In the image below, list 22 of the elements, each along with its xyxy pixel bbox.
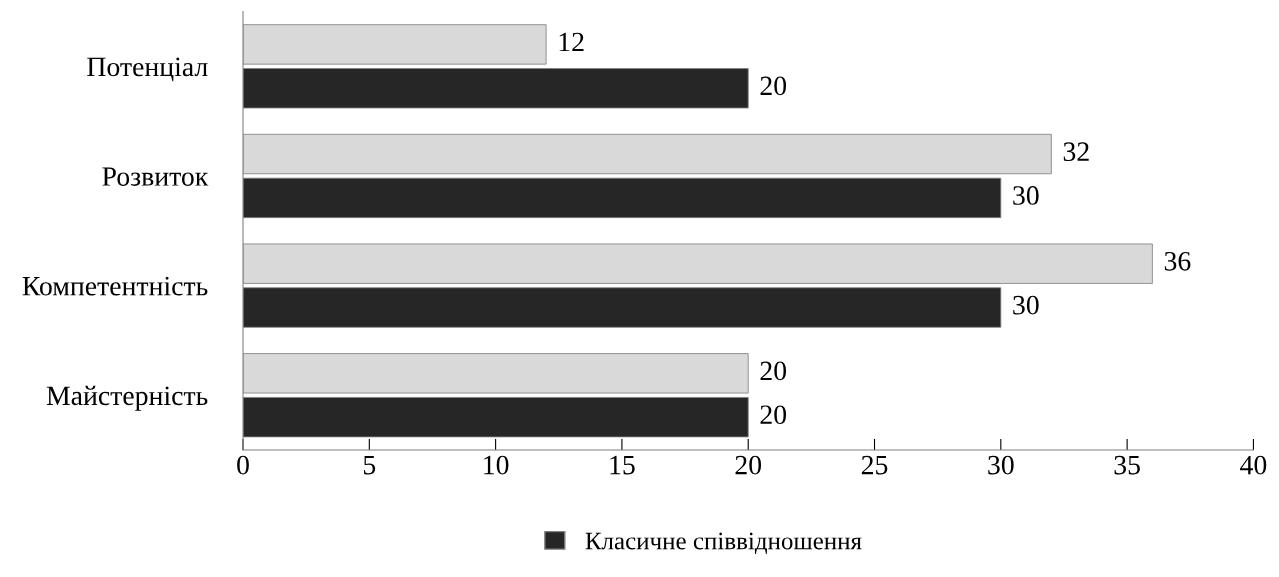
- legend-label: Класичне співвідношення: [585, 532, 862, 555]
- data-label: 30: [1013, 186, 1039, 205]
- data-label: 20: [760, 76, 787, 96]
- data-label: 30: [1013, 295, 1039, 315]
- x-tick-label: 0: [237, 455, 249, 475]
- data-label: 12: [559, 32, 584, 52]
- x-tick-label: 20: [735, 455, 762, 475]
- x-tick-label: 30: [988, 455, 1014, 475]
- x-tick-label: 10: [484, 455, 509, 475]
- y-tick-label: Розвиток: [102, 167, 209, 186]
- x-tick-label: 15: [610, 455, 635, 475]
- data-label: 20: [760, 405, 787, 425]
- data-label: 20: [760, 361, 787, 381]
- y-tick-label: Потенціал: [87, 57, 208, 82]
- data-label: 32: [1063, 142, 1089, 162]
- data-label: 36: [1164, 251, 1191, 271]
- x-tick-label: 35: [1114, 455, 1140, 475]
- y-tick-label: Майстерність: [46, 385, 208, 411]
- x-tick-label: 40: [1240, 455, 1267, 475]
- x-tick-label: 5: [363, 456, 376, 475]
- x-tick-label: 25: [861, 455, 888, 475]
- y-tick-label: Компетентність: [22, 276, 208, 296]
